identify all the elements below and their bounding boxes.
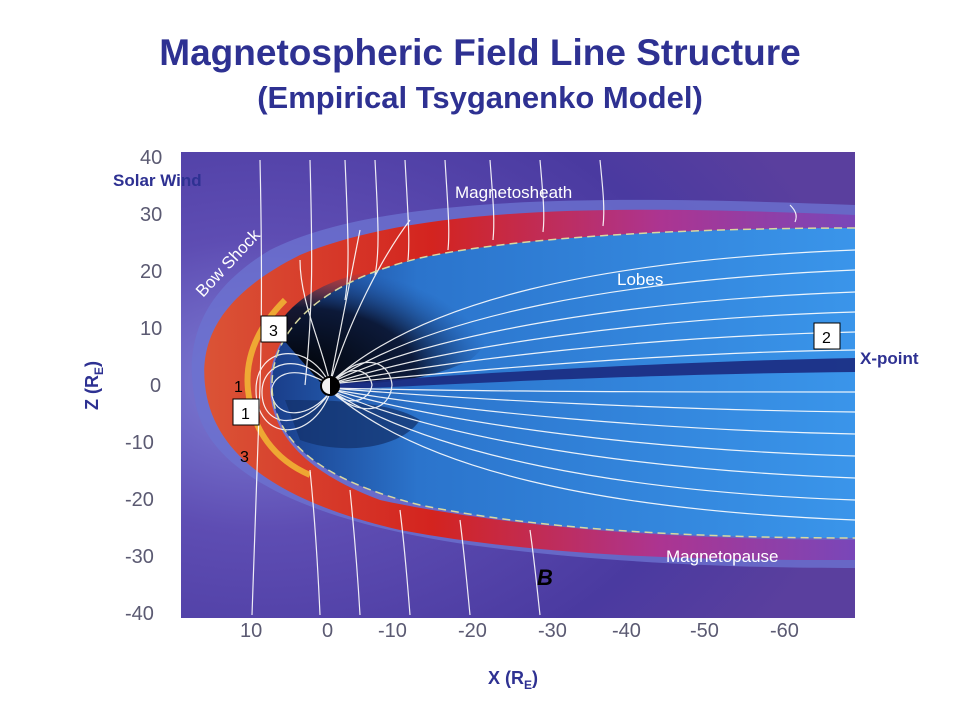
x-tick-label: -20 [458,620,487,642]
y-tick-label: -40 [125,603,154,625]
lobes-label: Lobes [617,270,663,289]
y-axis-label: Z (RE) [82,361,106,410]
y-axis-ticks: 40 30 20 10 0 -10 -20 -30 -40 [125,147,162,625]
x-tick-label: -60 [770,620,799,642]
magnetopause-label: Magnetopause [666,547,778,566]
x-tick-label: 0 [322,620,333,642]
y-tick-label: 30 [140,204,162,226]
b-field-label: B [537,565,553,590]
field-lines [251,159,855,616]
marker-box-3 [260,315,288,343]
marker-box-2 [813,322,841,350]
x-tick-label: 10 [240,620,262,642]
x-tick-label: -50 [690,620,719,642]
x-axis-label: X (RE) [488,668,538,692]
magnetopause-boundary [271,227,855,539]
marker-plain-3: 3 [240,449,249,466]
y-tick-label: 20 [140,261,162,283]
x-point-label: X-point [860,349,919,368]
y-tick-label: -20 [125,489,154,511]
marker-box-3-label: 3 [269,323,278,340]
marker-plain-1: 1 [234,379,243,396]
x-tick-label: -10 [378,620,407,642]
magnetosheath-label: Magnetosheath [455,183,572,202]
y-tick-label: 0 [150,375,161,397]
solar-wind-label: Solar Wind [113,171,202,190]
page-subtitle: (Empirical Tsyganenko Model) [257,80,703,115]
marker-box-2-label: 2 [822,330,831,347]
y-tick-label: 40 [140,147,162,169]
current-sheet [330,358,855,390]
marker-box-1-label: 1 [241,406,250,423]
page-title: Magnetospheric Field Line Structure [159,32,801,73]
x-tick-label: -30 [538,620,567,642]
y-tick-label: 10 [140,318,162,340]
marker-box-1 [232,398,260,426]
y-tick-label: -10 [125,432,154,454]
x-axis-ticks: 10 0 -10 -20 -30 -40 -50 -60 [240,620,799,642]
x-tick-label: -40 [612,620,641,642]
y-tick-label: -30 [125,546,154,568]
